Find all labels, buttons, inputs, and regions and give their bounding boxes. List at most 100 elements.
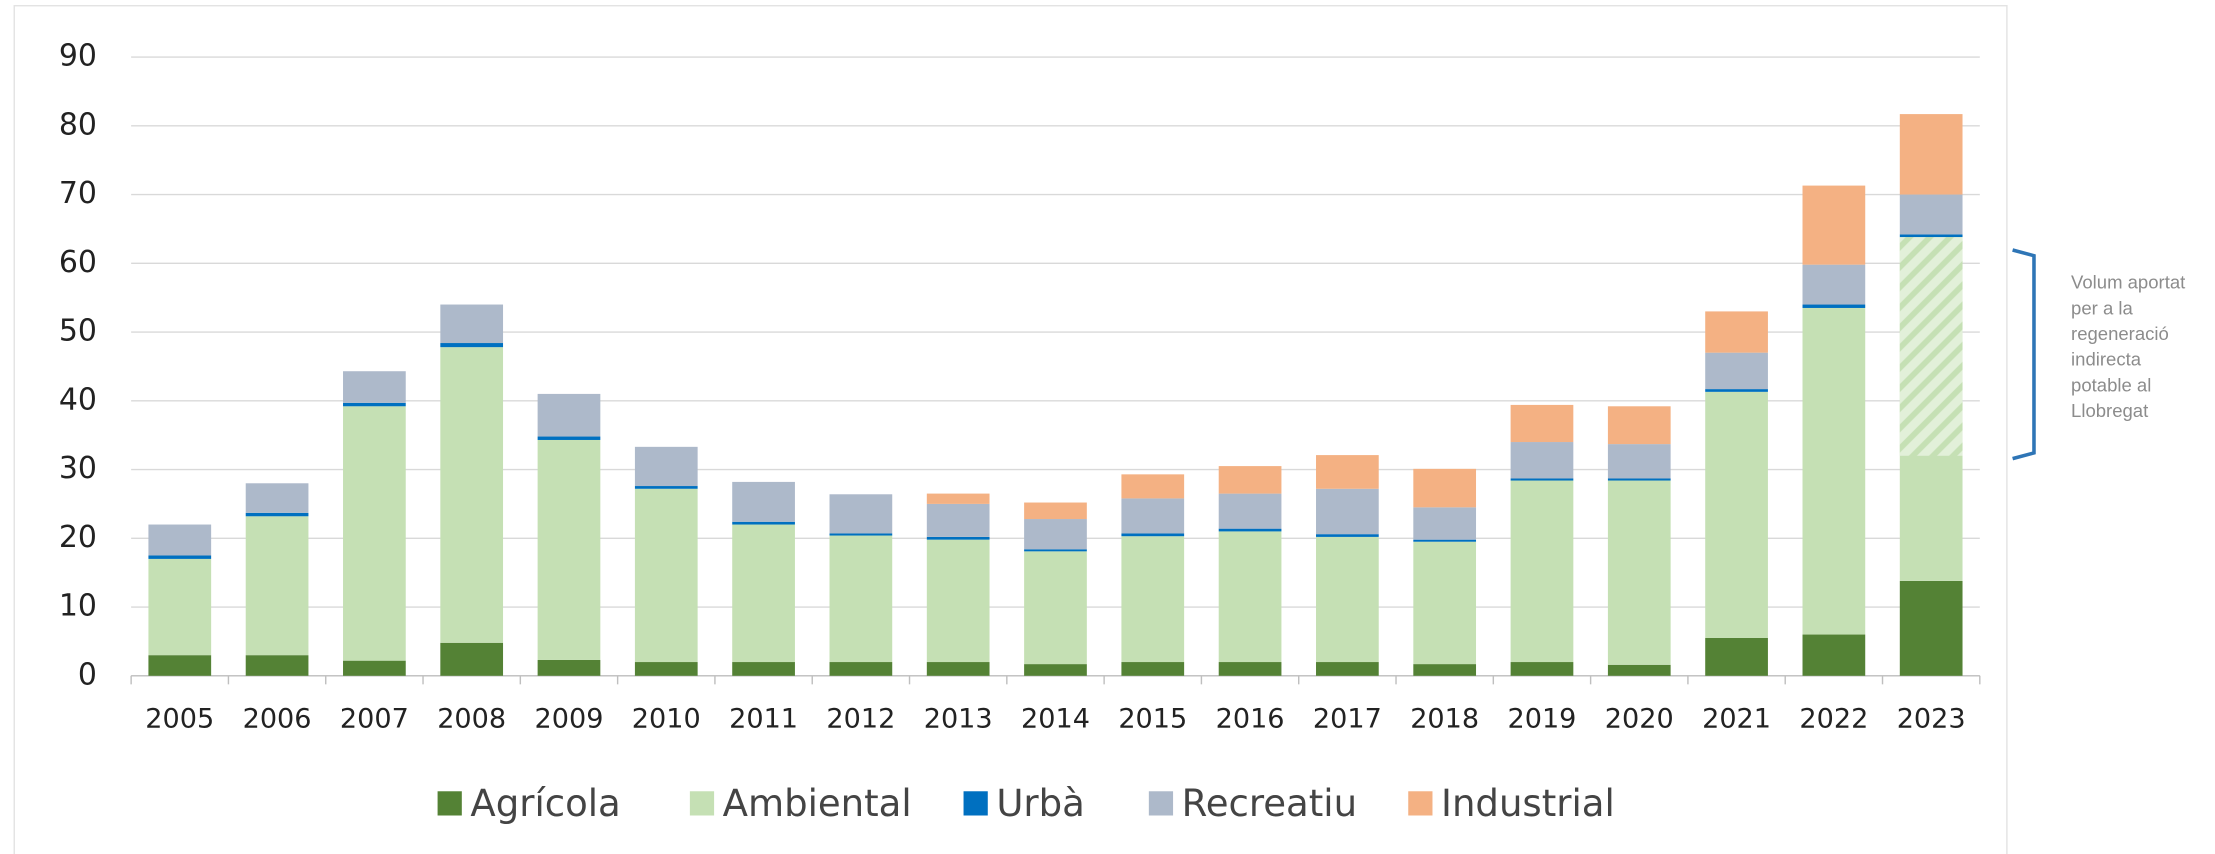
y-tick-label: 70 (59, 176, 97, 211)
bar-segment (1121, 498, 1185, 534)
bar-segment (1316, 455, 1379, 489)
bar-segment (343, 406, 406, 661)
bar-segment (440, 642, 504, 676)
bar-segment (343, 402, 406, 407)
bar-segment (1802, 634, 1866, 676)
y-tick-label: 20 (59, 520, 97, 555)
bar-segment (1218, 662, 1282, 676)
x-tick-label: 2015 (1118, 703, 1187, 734)
bar-segment (1510, 480, 1574, 663)
y-tick-label: 40 (59, 382, 97, 417)
x-tick-label: 2009 (535, 703, 604, 734)
legend-label: Ambiental (723, 782, 912, 825)
annotation-text: indirecta (2071, 349, 2142, 370)
bar-segment (343, 371, 406, 403)
bar-segment (1510, 442, 1574, 479)
bar-segment (1607, 406, 1671, 445)
bar-segment (1802, 264, 1866, 305)
bar-segment (1510, 404, 1574, 443)
legend-label: Urbà (996, 782, 1085, 825)
legend-swatch (689, 791, 715, 816)
bar-segment (1413, 507, 1477, 540)
bar-segment (1218, 528, 1282, 532)
bar-segment (1607, 664, 1671, 676)
bar-segment (1607, 478, 1671, 481)
bar-segment (634, 662, 698, 676)
bar-segment (732, 481, 795, 522)
bar-segment (1802, 304, 1866, 308)
annotation-text: per a la (2071, 297, 2133, 318)
bar-segment (148, 558, 212, 656)
x-tick-label: 2020 (1605, 703, 1674, 734)
x-tick-label: 2007 (340, 703, 409, 734)
bar-segment (1024, 502, 1087, 520)
bar-segment (245, 512, 309, 517)
x-tick-label: 2019 (1508, 703, 1577, 734)
x-tick-label: 2021 (1702, 703, 1771, 734)
legend-swatch (1408, 791, 1433, 816)
bar-segment (926, 536, 990, 540)
bar-segment (1802, 307, 1866, 635)
x-tick-label: 2018 (1410, 703, 1479, 734)
bar-segment (1899, 580, 1963, 676)
bar-segment (1121, 533, 1185, 537)
bar-segment (1413, 468, 1477, 508)
bar-segment (1899, 194, 1963, 235)
x-tick-label: 2010 (632, 703, 701, 734)
x-tick-label: 2008 (437, 703, 506, 734)
bar-segment (537, 659, 601, 676)
bar-segment (926, 539, 990, 663)
bar-segment (634, 486, 698, 489)
legend-swatch (1148, 791, 1174, 816)
legend-swatch (437, 791, 462, 816)
bar-segment (926, 662, 990, 676)
x-tick-label: 2013 (924, 703, 993, 734)
bar-segment (245, 655, 309, 676)
bar-segment (1705, 637, 1768, 676)
bar-segment (1899, 234, 1963, 238)
bar-segment (732, 662, 795, 676)
y-tick-label: 80 (59, 107, 97, 142)
bar-segment (1218, 493, 1282, 529)
y-tick-label: 30 (59, 451, 97, 486)
bar-segment (1024, 519, 1087, 550)
bar-segment (1510, 478, 1574, 481)
x-tick-label: 2005 (145, 703, 214, 734)
bar-segment (1121, 536, 1185, 663)
annotation-text: potable al (2071, 374, 2151, 395)
y-tick-label: 10 (59, 589, 97, 624)
x-tick-label: 2016 (1216, 703, 1285, 734)
bar-segment (1316, 662, 1379, 676)
bar-segment (829, 662, 893, 676)
bar-segment (926, 493, 990, 504)
bar-segment (1413, 539, 1477, 542)
annotation-text: regeneració (2071, 323, 2169, 344)
bar-segment (829, 494, 893, 534)
bar-segment (148, 524, 212, 556)
chart-frame (13, 4, 2008, 854)
bar-segment (537, 393, 601, 437)
y-tick-label: 90 (59, 39, 97, 74)
bar-segment (1024, 664, 1087, 676)
bar-segment (1705, 389, 1768, 392)
bar-segment (1024, 551, 1087, 665)
bar-segment (1705, 391, 1768, 638)
legend-label: Recreatiu (1182, 782, 1357, 825)
bar-segment (1024, 549, 1087, 552)
x-tick-label: 2012 (826, 703, 895, 734)
bar-segment (1607, 480, 1671, 665)
bar-segment (1316, 536, 1379, 663)
bar-segment (440, 343, 504, 348)
bar-segment (1413, 664, 1477, 676)
bar-segment (926, 503, 990, 537)
bar-segment (245, 483, 309, 513)
x-tick-label: 2011 (729, 703, 798, 734)
bar-segment (537, 439, 601, 660)
bar-segment (1802, 185, 1866, 265)
annotation-text: Volum aportat (2071, 272, 2186, 293)
legend-label: Agrícola (470, 782, 620, 825)
bar-segment (148, 555, 212, 559)
legend-swatch (963, 791, 988, 816)
bar-segment (732, 524, 795, 663)
